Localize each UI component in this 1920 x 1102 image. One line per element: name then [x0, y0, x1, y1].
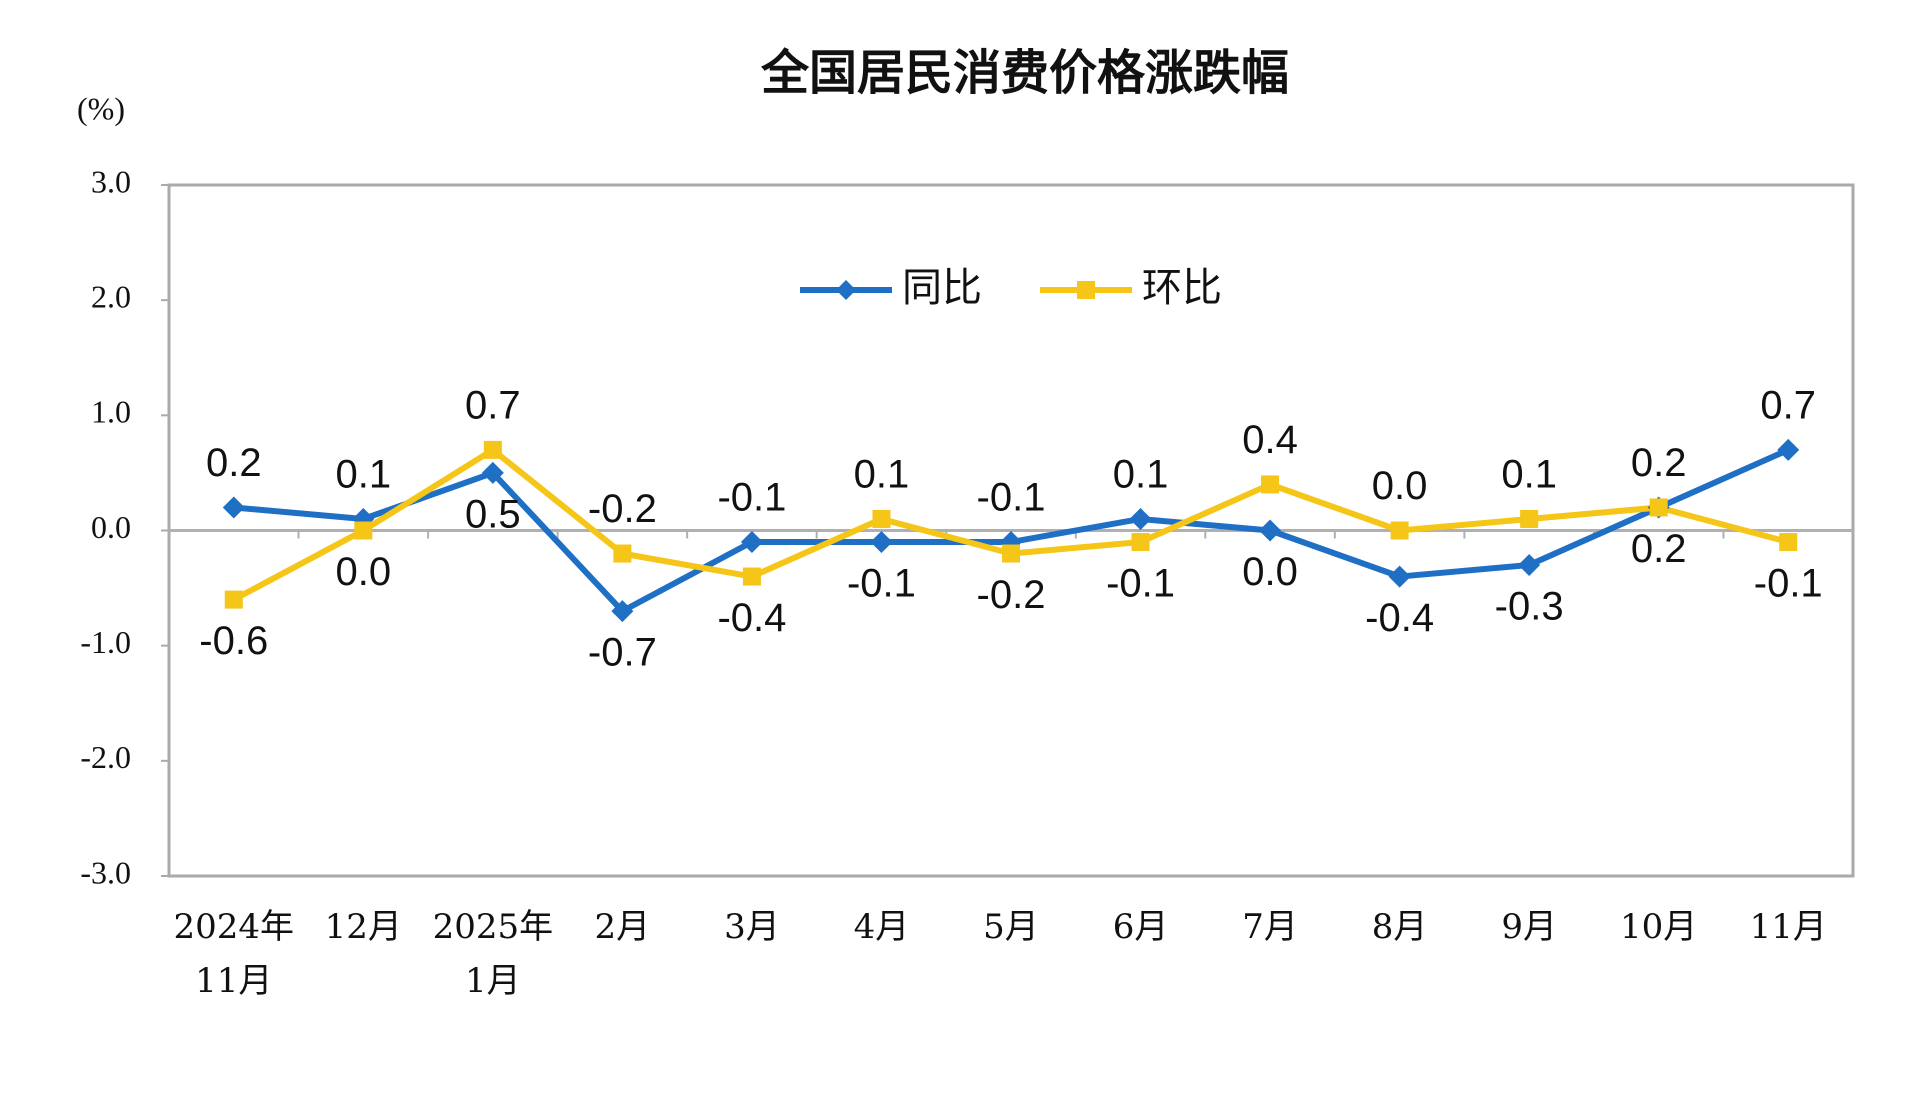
y-tick-label: 3.0 — [91, 163, 131, 199]
value-label: -0.1 — [977, 476, 1046, 520]
value-label: -0.1 — [717, 476, 786, 520]
y-tick-label: -3.0 — [80, 854, 131, 890]
marker — [1002, 544, 1020, 563]
value-label: -0.1 — [847, 562, 916, 606]
marker — [1131, 533, 1150, 552]
x-tick-label: 9月 — [1501, 907, 1557, 947]
legend-label: 环比 — [1142, 265, 1222, 311]
x-tick-label: 4月 — [853, 907, 910, 947]
marker — [611, 600, 634, 623]
marker — [613, 544, 632, 563]
value-label: -0.3 — [1495, 585, 1564, 629]
value-label: 0.0 — [1372, 464, 1428, 508]
value-label: 0.0 — [1242, 550, 1298, 594]
value-label: 0.7 — [465, 383, 521, 427]
value-label: -0.1 — [1754, 562, 1823, 606]
value-label: 0.1 — [1113, 453, 1169, 497]
marker — [742, 567, 761, 586]
marker — [870, 531, 893, 554]
x-tick-label: 3月 — [724, 907, 780, 947]
value-label: -0.2 — [977, 573, 1046, 617]
marker — [1779, 533, 1798, 552]
y-tick-label: -1.0 — [80, 624, 131, 660]
value-label: 0.2 — [1631, 527, 1687, 571]
marker — [1520, 509, 1539, 528]
y-tick-label: 1.0 — [91, 394, 131, 430]
y-unit: (%) — [77, 90, 125, 126]
y-tick-label: 2.0 — [91, 279, 131, 315]
x-tick-label: 11月 — [1749, 907, 1827, 947]
value-label: -0.4 — [1365, 596, 1434, 640]
marker — [1649, 498, 1668, 517]
value-label: 0.1 — [1501, 453, 1557, 497]
value-label: 0.1 — [336, 453, 392, 497]
marker — [1388, 565, 1411, 588]
marker — [483, 440, 502, 459]
x-tick-label: 2025年 1月 — [432, 907, 554, 1001]
value-label: 0.0 — [336, 550, 392, 594]
marker — [1259, 519, 1282, 542]
x-tick-label: 2月 — [594, 907, 651, 947]
x-tick-label: 12月 — [324, 907, 402, 947]
value-label: 0.1 — [854, 453, 910, 497]
value-label: 0.2 — [206, 441, 262, 485]
x-tick-label: 2024年 11月 — [173, 907, 295, 1001]
marker — [740, 531, 763, 554]
x-tick-label: 10月 — [1620, 907, 1698, 947]
marker — [224, 590, 243, 609]
value-label: 0.5 — [465, 492, 521, 536]
marker — [1129, 507, 1152, 530]
y-tick-label: 0.0 — [91, 509, 131, 545]
marker — [354, 521, 373, 540]
legend-marker — [1077, 281, 1095, 299]
marker — [222, 496, 245, 519]
legend-marker — [836, 280, 856, 300]
marker — [1777, 438, 1800, 461]
value-label: -0.1 — [1106, 562, 1175, 606]
marker — [1390, 521, 1409, 540]
x-tick-label: 5月 — [983, 907, 1039, 947]
value-label: -0.7 — [588, 631, 657, 675]
x-tick-label: 6月 — [1112, 907, 1169, 947]
marker — [1518, 554, 1541, 577]
marker — [481, 461, 504, 484]
value-label: -0.2 — [588, 487, 657, 531]
x-tick-label: 7月 — [1242, 907, 1298, 947]
value-label: 0.4 — [1242, 418, 1298, 462]
value-label: -0.4 — [717, 596, 786, 640]
chart-title: 全国居民消费价格涨跌幅 — [760, 45, 1289, 101]
value-label: 0.7 — [1760, 383, 1816, 427]
x-tick-label: 8月 — [1371, 907, 1428, 947]
y-tick-label: -2.0 — [80, 739, 131, 775]
value-label: 0.2 — [1631, 441, 1687, 485]
marker — [872, 509, 891, 528]
value-label: -0.6 — [199, 619, 268, 663]
legend-label: 同比 — [902, 265, 982, 311]
marker — [1261, 475, 1280, 494]
